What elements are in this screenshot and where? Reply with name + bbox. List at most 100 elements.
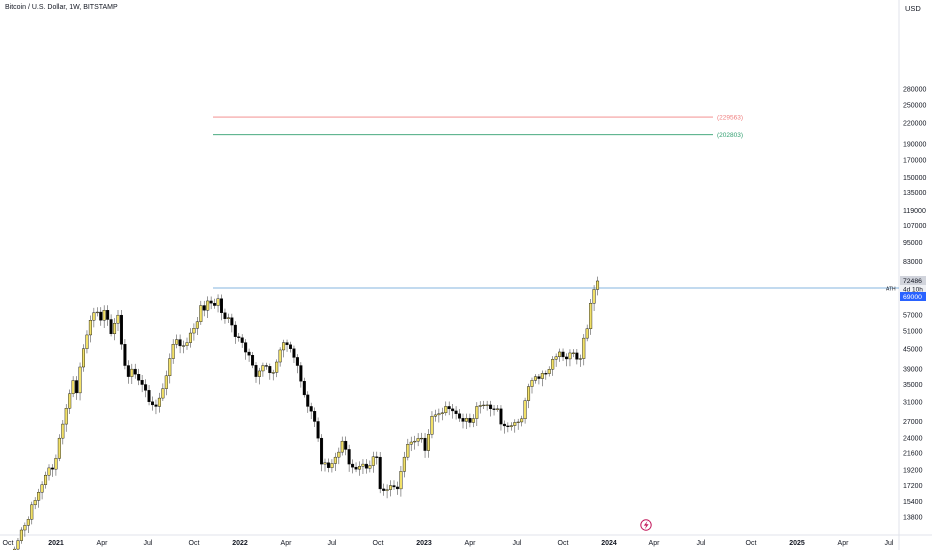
candle-down[interactable]: [489, 404, 493, 410]
candle-up[interactable]: [26, 519, 30, 526]
candle-up[interactable]: [275, 361, 279, 373]
candle-down[interactable]: [289, 344, 293, 349]
candle-down[interactable]: [75, 380, 79, 394]
candle-up[interactable]: [523, 400, 527, 420]
candle-down[interactable]: [178, 339, 182, 347]
candle-up[interactable]: [409, 441, 413, 445]
candle-up[interactable]: [596, 280, 600, 290]
candle-up[interactable]: [585, 328, 589, 339]
candle-up[interactable]: [282, 342, 286, 351]
candle-up[interactable]: [171, 344, 175, 359]
candle-up[interactable]: [81, 348, 85, 368]
candle-down[interactable]: [392, 485, 396, 488]
candle-up[interactable]: [554, 356, 558, 360]
candle-down[interactable]: [461, 418, 465, 422]
candle-down[interactable]: [233, 324, 237, 337]
candle-down[interactable]: [492, 408, 496, 410]
candle-up[interactable]: [371, 456, 375, 466]
candle-down[interactable]: [354, 466, 358, 470]
candle-down[interactable]: [382, 488, 386, 491]
candle-up[interactable]: [102, 310, 106, 321]
candle-down[interactable]: [230, 317, 234, 326]
candle-up[interactable]: [333, 456, 337, 464]
candle-up[interactable]: [402, 456, 406, 472]
candle-down[interactable]: [244, 342, 248, 353]
candle-up[interactable]: [533, 376, 537, 381]
candle-down[interactable]: [109, 319, 113, 335]
candle-up[interactable]: [54, 458, 58, 470]
candle-up[interactable]: [182, 345, 186, 347]
candle-down[interactable]: [544, 373, 548, 375]
candle-down[interactable]: [285, 342, 289, 345]
candle-up[interactable]: [168, 358, 172, 377]
candle-up[interactable]: [592, 289, 596, 304]
candle-down[interactable]: [133, 368, 137, 375]
candle-down[interactable]: [320, 437, 324, 465]
candle-down[interactable]: [123, 344, 127, 366]
candle-down[interactable]: [264, 365, 268, 367]
candle-up[interactable]: [30, 504, 34, 520]
candle-up[interactable]: [47, 467, 51, 476]
candle-down[interactable]: [347, 449, 351, 465]
candle-up[interactable]: [278, 349, 282, 363]
candle-up[interactable]: [85, 334, 89, 349]
candle-up[interactable]: [130, 368, 134, 377]
candle-up[interactable]: [551, 359, 555, 370]
candle-down[interactable]: [237, 336, 241, 338]
candle-up[interactable]: [40, 484, 44, 493]
candle-up[interactable]: [513, 422, 517, 426]
candle-down[interactable]: [268, 366, 272, 374]
candle-down[interactable]: [254, 365, 258, 377]
candle-up[interactable]: [368, 465, 372, 469]
candle-down[interactable]: [223, 312, 227, 319]
candle-down[interactable]: [565, 356, 569, 360]
candle-down[interactable]: [506, 425, 510, 427]
candle-down[interactable]: [137, 373, 141, 381]
candle-up[interactable]: [64, 408, 68, 425]
candle-up[interactable]: [330, 463, 334, 468]
candle-up[interactable]: [437, 413, 441, 416]
candle-up[interactable]: [206, 300, 210, 311]
candle-down[interactable]: [306, 394, 310, 407]
candle-up[interactable]: [199, 305, 203, 322]
candle-up[interactable]: [433, 414, 437, 417]
candle-down[interactable]: [147, 390, 151, 402]
candle-up[interactable]: [16, 540, 20, 550]
candle-up[interactable]: [427, 434, 431, 451]
candle-down[interactable]: [202, 305, 206, 311]
candle-up[interactable]: [88, 320, 92, 336]
candle-down[interactable]: [150, 401, 154, 406]
candle-up[interactable]: [471, 418, 475, 423]
candle-down[interactable]: [326, 462, 330, 468]
candle-up[interactable]: [192, 328, 196, 334]
candle-down[interactable]: [499, 408, 503, 425]
candle-up[interactable]: [464, 417, 468, 422]
candle-down[interactable]: [106, 310, 110, 320]
candle-up[interactable]: [430, 416, 434, 435]
candle-down[interactable]: [299, 365, 303, 382]
candle-up[interactable]: [340, 440, 344, 453]
candle-down[interactable]: [144, 384, 148, 391]
candle-up[interactable]: [19, 529, 23, 541]
candle-down[interactable]: [240, 337, 244, 343]
candle-up[interactable]: [527, 386, 531, 401]
candle-up[interactable]: [323, 462, 327, 465]
candle-down[interactable]: [126, 365, 130, 377]
candle-down[interactable]: [50, 467, 54, 470]
candle-down[interactable]: [378, 456, 382, 490]
candle-down[interactable]: [451, 408, 455, 412]
candle-down[interactable]: [454, 410, 458, 414]
lightning-icon[interactable]: [640, 519, 652, 531]
candle-down[interactable]: [375, 456, 379, 458]
candle-up[interactable]: [558, 351, 562, 357]
candle-up[interactable]: [413, 440, 417, 443]
candle-down[interactable]: [140, 380, 144, 385]
candle-up[interactable]: [175, 339, 179, 345]
candle-up[interactable]: [261, 365, 265, 372]
candle-up[interactable]: [71, 380, 75, 394]
candle-up[interactable]: [78, 366, 82, 394]
candle-down[interactable]: [575, 352, 579, 360]
candle-up[interactable]: [116, 314, 120, 324]
candle-down[interactable]: [119, 314, 123, 345]
